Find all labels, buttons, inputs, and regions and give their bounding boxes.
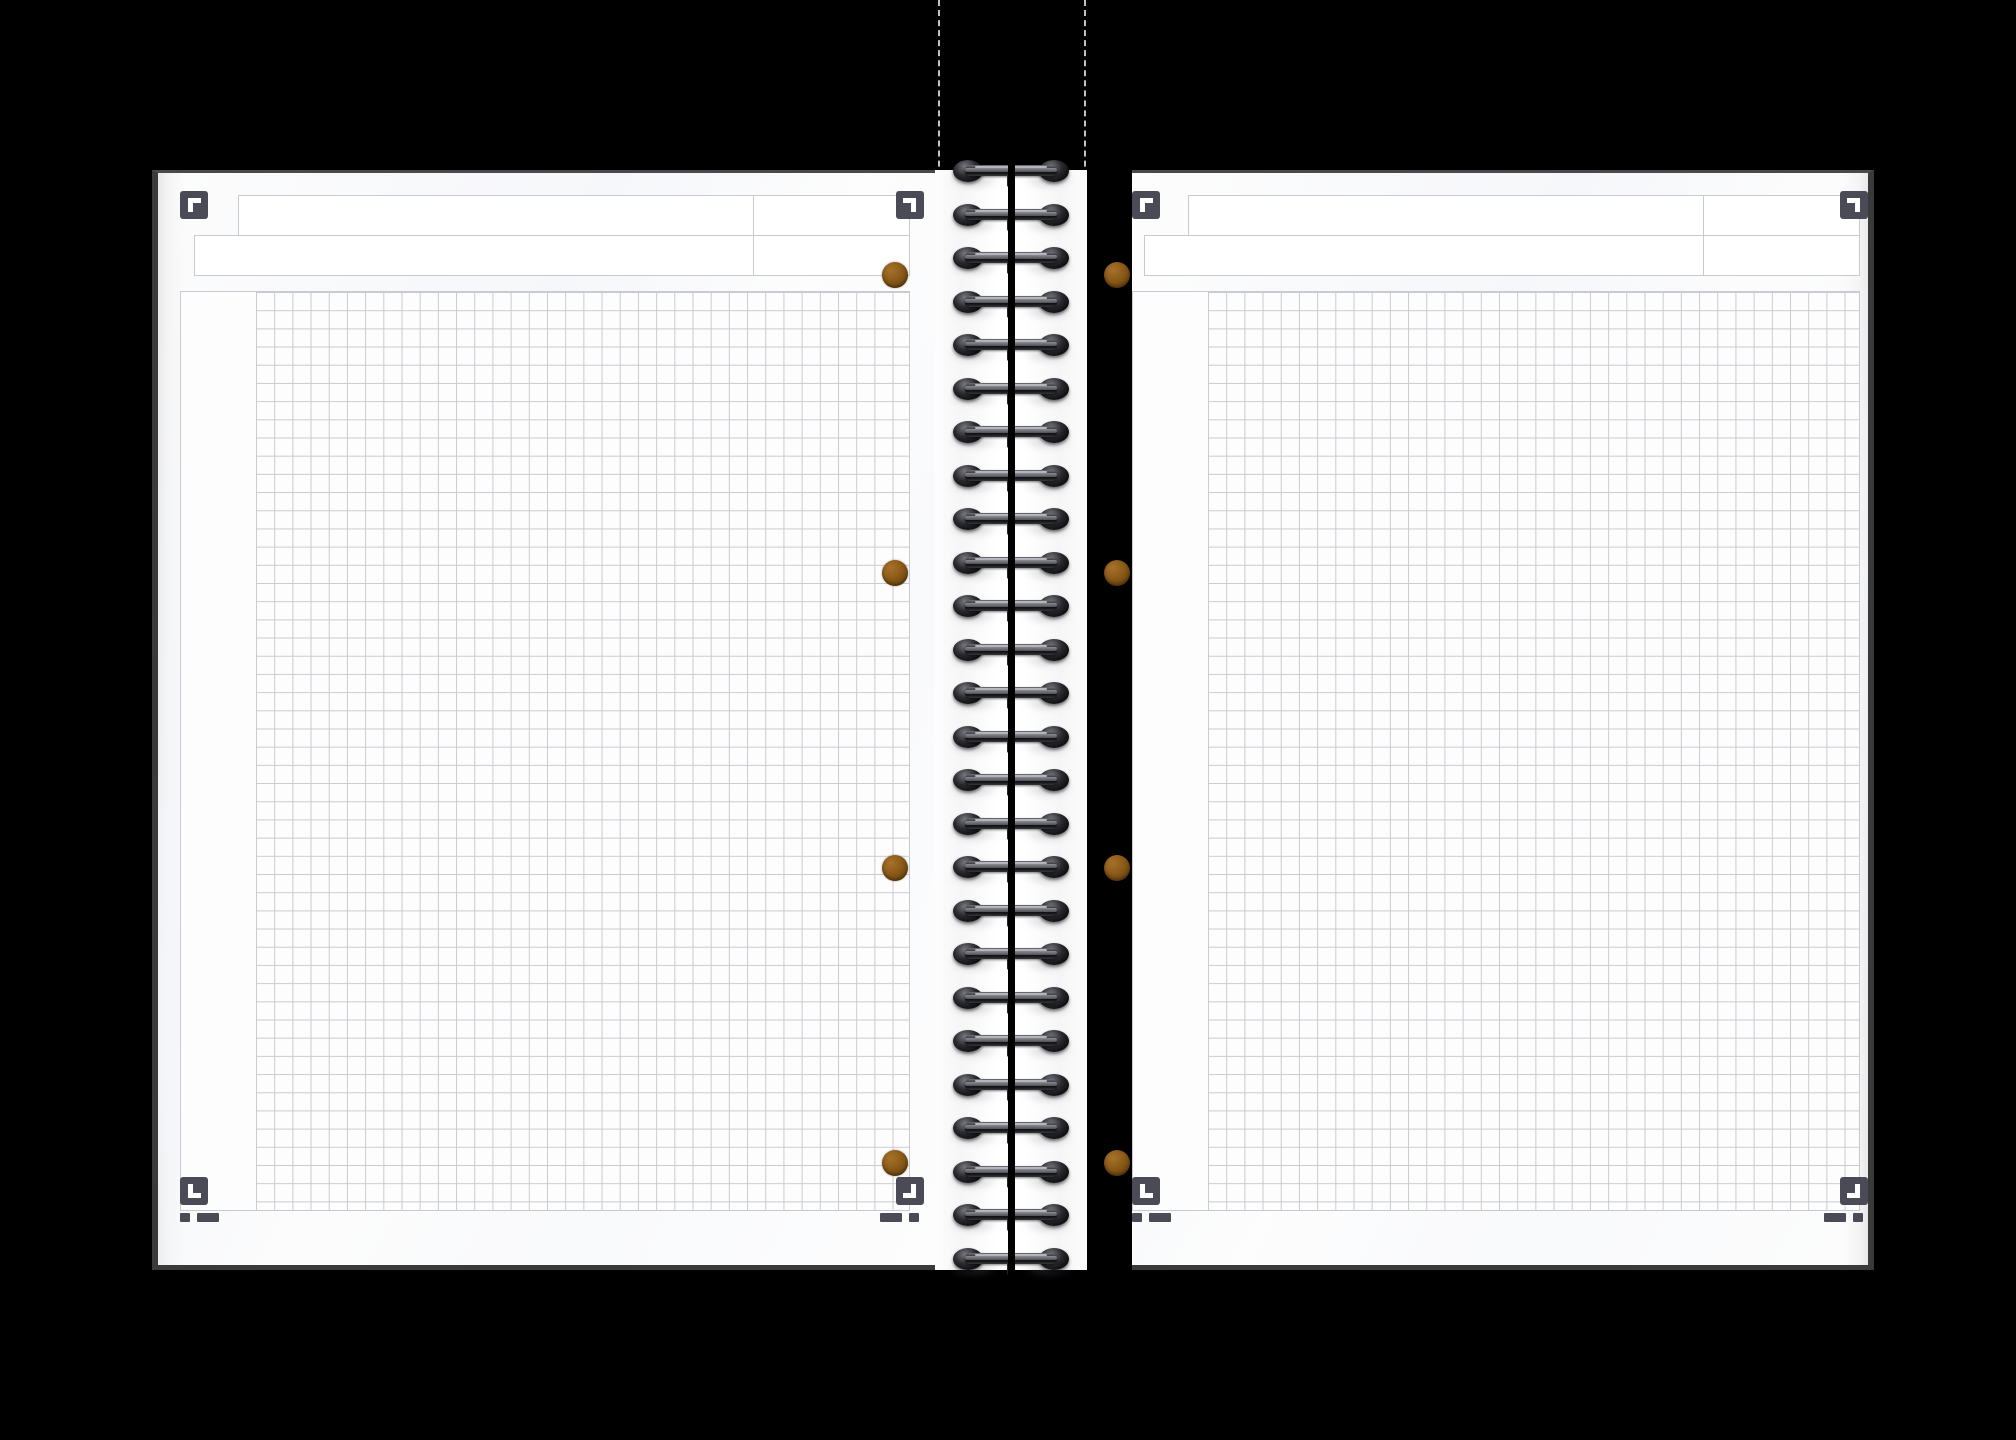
right-header-divider <box>1703 196 1704 276</box>
corner-marker-top-right-icon <box>896 191 924 219</box>
punch-dot <box>882 262 908 288</box>
left-bottom-left-dashes <box>180 1213 219 1222</box>
dash-small <box>1853 1213 1863 1222</box>
right-header-lower-field[interactable] <box>1144 235 1860 276</box>
dash-small <box>1132 1213 1142 1222</box>
left-header-divider <box>753 196 754 276</box>
corner-marker-top-left-icon <box>180 191 208 219</box>
dash-large <box>197 1213 219 1222</box>
punch-dot <box>1104 262 1130 288</box>
punch-dot <box>882 560 908 586</box>
right-bottom-left-dashes <box>1132 1213 1171 1222</box>
left-header-lower-field[interactable] <box>194 235 910 276</box>
dash-small <box>909 1213 919 1222</box>
right-page-grid-area[interactable] <box>1132 291 1860 1211</box>
left-bottom-right-dashes <box>880 1213 919 1222</box>
dash-large <box>1149 1213 1171 1222</box>
left-page-header-block[interactable] <box>194 195 910 277</box>
right-page[interactable] <box>1132 170 1874 1270</box>
corner-marker-top-right-icon <box>1840 191 1868 219</box>
corner-marker-bottom-left-icon <box>1132 1177 1160 1205</box>
left-page-gridlines <box>256 292 909 1210</box>
right-page-header-block[interactable] <box>1144 195 1860 277</box>
dash-small <box>180 1213 190 1222</box>
corner-marker-bottom-left-icon <box>180 1177 208 1205</box>
right-header-upper-field[interactable] <box>1188 195 1860 236</box>
right-page-gridlines <box>1208 292 1859 1210</box>
dash-large <box>1824 1213 1846 1222</box>
punch-dot <box>882 855 908 881</box>
corner-marker-bottom-right-icon <box>896 1177 924 1205</box>
punch-dot <box>882 1150 908 1176</box>
dash-large <box>880 1213 902 1222</box>
right-bottom-right-dashes <box>1824 1213 1863 1222</box>
corner-marker-bottom-right-icon <box>1840 1177 1868 1205</box>
left-page-grid-area[interactable] <box>180 291 910 1211</box>
left-header-upper-field[interactable] <box>238 195 910 236</box>
left-page[interactable] <box>152 170 940 1270</box>
spine-center-line <box>1008 150 1015 1290</box>
punch-dot <box>1104 560 1130 586</box>
punch-dot <box>1104 1150 1130 1176</box>
punch-dot <box>1104 855 1130 881</box>
corner-marker-top-left-icon <box>1132 191 1160 219</box>
